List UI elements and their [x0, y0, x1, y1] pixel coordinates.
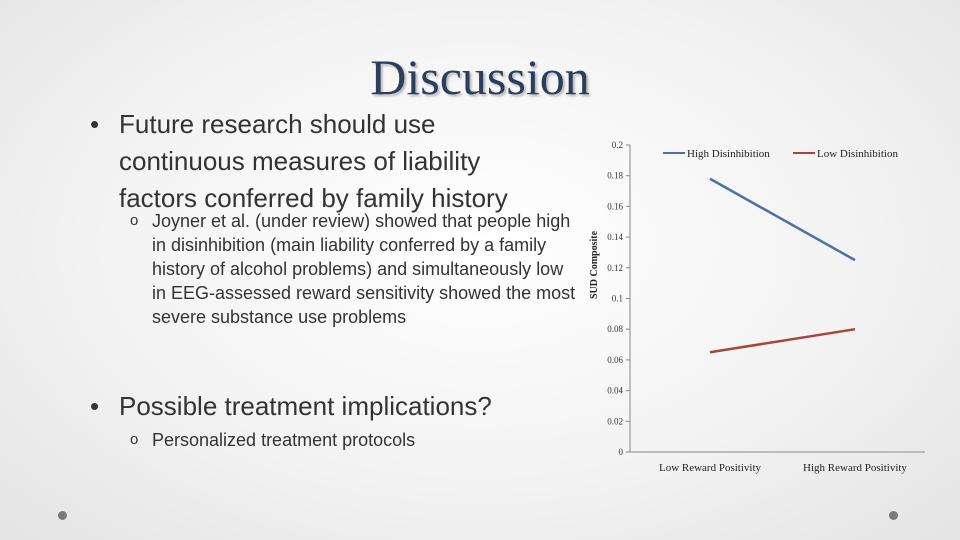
y-tick-label: 0.06 — [607, 355, 623, 365]
sub-bullet-joyner: o Joyner et al. (under review) showed th… — [130, 209, 580, 329]
y-tick-label: 0.18 — [607, 171, 623, 181]
series-line — [709, 327, 856, 354]
slide-title: Discussion — [370, 49, 590, 105]
legend-label: Low Disinhibition — [817, 148, 898, 160]
y-tick-label: 0.2 — [612, 140, 623, 150]
y-tick-label: 0.04 — [607, 386, 623, 396]
series-line — [709, 177, 856, 262]
sub-bullet-text: Joyner et al. (under review) showed that… — [152, 211, 576, 327]
slide-dot-left — [58, 511, 67, 520]
legend-label: High Disinhibition — [687, 148, 770, 160]
y-tick-label: 0.12 — [607, 263, 623, 273]
bullet-text: Future research should use continuous me… — [119, 109, 508, 213]
y-axis-label: SUD Composite — [589, 230, 600, 299]
x-tick-label: Low Reward Positivity — [659, 462, 762, 474]
y-tick-label: 0.16 — [607, 201, 623, 211]
sub-bullet-text: Personalized treatment protocols — [152, 430, 416, 450]
y-tick-label: 0.08 — [607, 324, 623, 334]
x-tick-label: High Reward Positivity — [803, 462, 907, 474]
y-tick-label: 0.14 — [607, 232, 623, 242]
sub-bullet-glyph: o — [130, 212, 139, 229]
sub-bullet-personalized: o Personalized treatment protocols — [130, 428, 580, 452]
bullet-future-research: • Future research should use continuous … — [90, 106, 560, 217]
sub-bullet-glyph: o — [130, 431, 139, 448]
y-tick-label: 0.02 — [607, 416, 623, 426]
bullet-treatment-implications: • Possible treatment implications? — [90, 388, 560, 425]
series-lines — [709, 177, 856, 354]
bullet-glyph: • — [90, 391, 100, 421]
y-tick-label: 0.1 — [612, 294, 623, 304]
slide-dot-right — [889, 511, 898, 520]
line-chart: 00.020.040.060.080.10.120.140.160.180.2 … — [589, 140, 925, 474]
x-labels: Low Reward Positivity High Reward Positiv… — [659, 462, 907, 474]
y-ticks: 0 0.02 0.04 0.06 0.08 0.1 0.12 0.14 0.16 0.18 0.2 — [607, 140, 630, 457]
bullet-text: Possible treatment implications? — [119, 391, 492, 421]
y-tick-label: 0 — [619, 447, 624, 457]
legend: High Disinhibition Low Disinhibition — [663, 148, 898, 160]
bullet-glyph: • — [90, 109, 100, 139]
